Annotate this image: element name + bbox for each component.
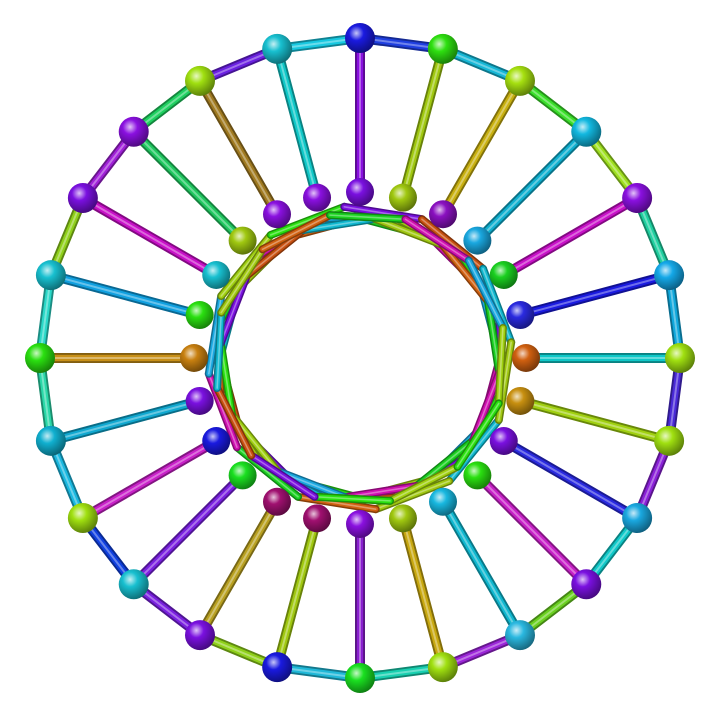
inner-atom	[506, 301, 535, 330]
inner-atom	[263, 200, 291, 229]
spoke-bond	[515, 270, 675, 321]
outer-atom	[185, 620, 215, 651]
spoke-bond	[498, 193, 643, 280]
spoke-bond	[128, 126, 248, 246]
inner-atom	[263, 487, 291, 516]
inner-atom	[202, 261, 231, 289]
outer-atom	[571, 569, 602, 600]
outer-atom	[345, 23, 375, 53]
spoke-bond	[195, 496, 282, 641]
spoke-bond	[77, 193, 222, 280]
spoke-bond	[272, 513, 323, 673]
inner-atom	[429, 200, 457, 229]
spoke-bond	[472, 470, 592, 590]
outer-atom	[345, 663, 375, 693]
outer-atom	[118, 569, 149, 600]
spoke-bond	[472, 126, 592, 246]
inner-atom	[228, 461, 257, 490]
outer-atom	[35, 425, 66, 456]
inner-ring-bond	[464, 256, 507, 332]
spoke-bonds	[35, 33, 685, 683]
outer-atom	[67, 183, 98, 213]
outer-atom	[505, 620, 535, 651]
inner-ring-bond	[401, 215, 473, 265]
inner-atom	[463, 226, 492, 255]
inner-ring-bond	[213, 308, 226, 393]
spoke-bond	[438, 496, 525, 641]
inner-atom	[463, 461, 492, 490]
spoke-bond	[195, 75, 282, 220]
spoke-bond	[45, 395, 205, 446]
spoke-bond	[438, 75, 525, 220]
inner-atom	[489, 427, 518, 455]
inner-atom	[303, 183, 332, 212]
inner-atom	[185, 301, 214, 330]
outer-atom	[185, 65, 215, 96]
inner-ring-bond	[386, 462, 462, 505]
inner-atom	[489, 261, 518, 289]
outer-atom	[622, 503, 653, 533]
inner-ring-bond	[310, 492, 395, 505]
inner-atom	[388, 183, 417, 212]
inner-atom	[346, 178, 374, 206]
inner-atom	[180, 344, 208, 372]
inner-ring-bond	[453, 399, 503, 471]
outer-atom	[118, 116, 149, 147]
outer-atom	[25, 343, 55, 373]
inner-atom	[429, 487, 457, 516]
outer-ring-atoms	[25, 23, 695, 693]
spoke-bond	[397, 43, 448, 203]
inner-ring-bonds	[204, 202, 516, 514]
inner-atom	[388, 504, 417, 533]
spoke-bond	[128, 470, 248, 590]
inner-atom	[202, 427, 231, 455]
outer-atom	[505, 65, 535, 96]
spoke-bond	[45, 270, 205, 321]
inner-ring-bond	[247, 451, 319, 501]
spoke-bond	[77, 436, 222, 523]
outer-atom	[654, 260, 685, 291]
outer-atom	[571, 116, 602, 147]
spoke-bond	[272, 43, 323, 203]
outer-atom	[427, 652, 458, 683]
outer-atom	[262, 33, 293, 64]
inner-ring-bond	[258, 211, 334, 254]
spoke-bond	[498, 436, 643, 523]
spoke-bond	[397, 513, 448, 673]
inner-atom	[512, 344, 540, 372]
inner-atom	[303, 504, 332, 533]
inner-ring-atoms	[180, 178, 540, 538]
inner-ring-bond	[494, 323, 507, 408]
inner-ring-bond	[217, 245, 267, 317]
inner-atom	[346, 510, 374, 538]
outer-atom	[67, 503, 98, 533]
inner-atom	[506, 386, 535, 415]
outer-atom	[654, 425, 685, 456]
inner-ring-bond	[213, 384, 256, 460]
outer-atom	[665, 343, 695, 373]
outer-atom	[262, 652, 293, 683]
inner-atom	[185, 386, 214, 415]
outer-atom	[427, 33, 458, 64]
inner-ring-bond	[325, 211, 410, 224]
outer-atom	[622, 183, 653, 213]
outer-atom	[35, 260, 66, 291]
spoke-bond	[515, 395, 675, 446]
inner-atom	[228, 226, 257, 255]
